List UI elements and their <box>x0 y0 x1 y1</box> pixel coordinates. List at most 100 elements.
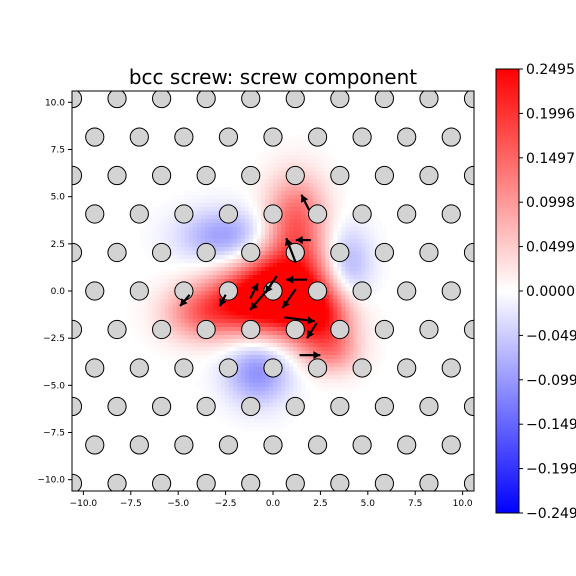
heatmap-cell <box>152 215 157 220</box>
heatmap-cell <box>325 187 330 192</box>
heatmap-cell <box>305 251 310 256</box>
heatmap-cell <box>268 347 274 352</box>
heatmap-cell <box>216 227 222 232</box>
heatmap-cell <box>361 271 366 276</box>
heatmap-cell <box>196 239 201 244</box>
heatmap-cell <box>329 263 334 268</box>
heatmap-cell <box>353 279 358 284</box>
heatmap-cell <box>228 251 234 256</box>
heatmap-cell <box>297 235 302 240</box>
heatmap-cell <box>196 311 201 316</box>
heatmap-cell <box>188 251 193 256</box>
heatmap-cell <box>369 267 374 272</box>
heatmap-cell <box>293 195 298 200</box>
heatmap-cell <box>329 267 334 272</box>
heatmap-cell <box>301 291 306 296</box>
heatmap-cell <box>369 283 374 288</box>
heatmap-cell <box>236 195 242 200</box>
heatmap-cell <box>341 295 346 300</box>
heatmap-cell <box>369 339 374 344</box>
heatmap-cell <box>325 179 330 184</box>
heatmap-cell <box>144 311 149 316</box>
heatmap-cell <box>301 359 306 364</box>
heatmap-cell <box>281 383 286 388</box>
heatmap-cell <box>305 255 310 260</box>
heatmap-cell <box>305 359 310 364</box>
heatmap-cell <box>240 427 246 432</box>
heatmap-cell <box>281 419 286 424</box>
heatmap-cell <box>277 171 282 176</box>
heatmap-cell <box>164 203 169 208</box>
heatmap-cell <box>365 343 370 348</box>
heatmap-cell <box>240 227 246 232</box>
heatmap-cell <box>329 195 334 200</box>
heatmap-cell <box>256 375 262 380</box>
heatmap-cell <box>188 239 193 244</box>
heatmap-cell <box>260 183 266 188</box>
heatmap-cell <box>285 231 290 236</box>
heatmap-cell <box>281 371 286 376</box>
heatmap-cell <box>232 235 238 240</box>
heatmap-cell <box>297 151 302 156</box>
heatmap-cell <box>260 215 266 220</box>
heatmap-cell <box>248 315 254 320</box>
heatmap-cell <box>236 359 242 364</box>
displacement-arrow <box>249 282 259 300</box>
heatmap-cell <box>256 359 262 364</box>
heatmap-cell <box>200 383 205 388</box>
heatmap-cell <box>252 299 258 304</box>
heatmap-cell <box>277 199 282 204</box>
heatmap-cell <box>184 347 189 352</box>
heatmap-cell <box>268 195 274 200</box>
heatmap-cell <box>349 355 354 360</box>
heatmap-cell <box>277 335 282 340</box>
heatmap-cell <box>224 235 230 240</box>
atom <box>307 281 328 301</box>
heatmap-cell <box>285 311 290 316</box>
heatmap-cell <box>244 355 250 360</box>
heatmap-cell <box>353 311 358 316</box>
heatmap-cell <box>281 191 286 196</box>
heatmap-cell <box>345 267 350 272</box>
heatmap-cell <box>285 283 290 288</box>
heatmap-cell <box>256 159 262 164</box>
heatmap-cell <box>252 295 258 300</box>
heatmap-cell <box>188 299 193 304</box>
heatmap-cell <box>248 415 254 420</box>
heatmap-cell <box>301 335 306 340</box>
heatmap-cell <box>212 263 218 268</box>
heatmap-cell <box>373 315 378 320</box>
heatmap-cell <box>180 331 185 336</box>
heatmap-cell <box>317 235 322 240</box>
heatmap-cell <box>345 311 350 316</box>
heatmap-cell <box>176 279 181 284</box>
heatmap-cell <box>373 267 378 272</box>
heatmap-cell <box>361 319 366 324</box>
heatmap-cell <box>236 287 242 292</box>
heatmap-cell <box>281 351 286 356</box>
atom <box>174 204 194 224</box>
heatmap-cell <box>329 243 334 248</box>
heatmap-cell <box>148 287 153 292</box>
heatmap-cell <box>373 363 378 368</box>
heatmap-cell <box>244 227 250 232</box>
heatmap-cell <box>285 371 290 376</box>
heatmap-cell <box>248 195 254 200</box>
heatmap-cell <box>224 303 230 308</box>
heatmap-cell <box>373 343 378 348</box>
heatmap-cell <box>184 319 189 324</box>
heatmap-cell <box>317 179 322 184</box>
heatmap-cell <box>216 355 222 360</box>
heatmap-cell <box>252 275 258 280</box>
heatmap-cell <box>244 307 250 312</box>
heatmap-cell <box>256 215 262 220</box>
heatmap-cell <box>369 291 374 296</box>
heatmap-cell <box>309 235 314 240</box>
heatmap-cell <box>321 387 326 392</box>
atom <box>152 473 172 491</box>
heatmap-cell <box>196 199 201 204</box>
heatmap-cell <box>289 291 294 296</box>
heatmap-cell <box>325 147 330 152</box>
heatmap-cell <box>305 155 310 160</box>
heatmap-cell <box>176 323 181 328</box>
